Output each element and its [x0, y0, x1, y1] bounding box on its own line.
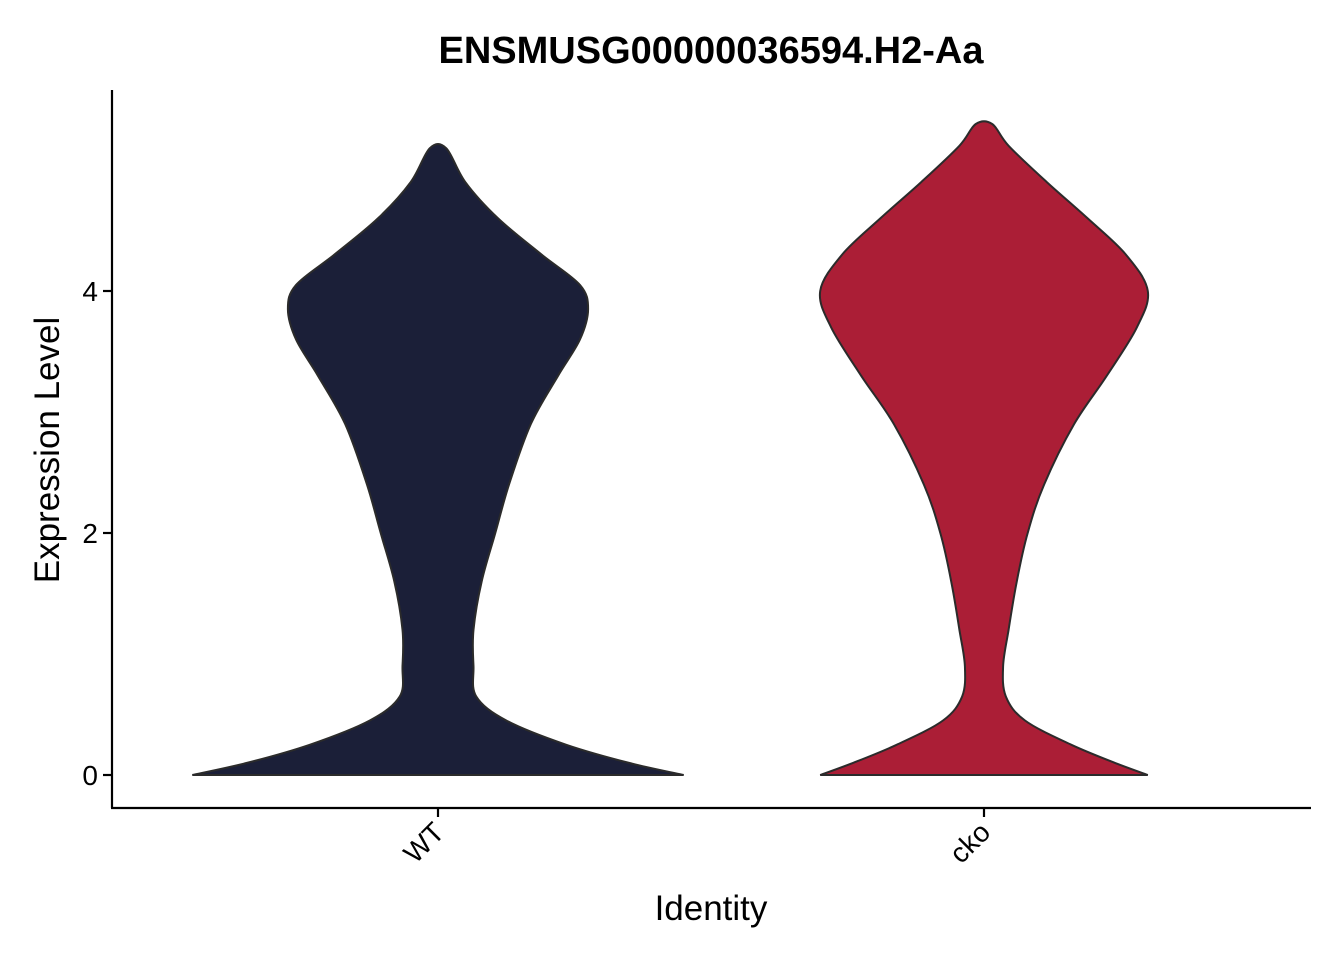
y-tick-label: 0 [82, 760, 98, 791]
x-axis-title: Identity [655, 889, 768, 928]
x-axis-ticks: WT cko [398, 808, 997, 869]
y-axis-title: Expression Level [28, 317, 67, 584]
x-tick-label-wt: WT [398, 816, 451, 869]
violin-cko [818, 120, 1150, 776]
violin-group [192, 120, 1150, 776]
violin-wt [192, 143, 684, 776]
x-tick-label-cko: cko [944, 816, 997, 869]
y-tick-label: 4 [82, 276, 98, 307]
y-tick-label: 2 [82, 518, 98, 549]
chart-title: ENSMUSG00000036594.H2-Aa [439, 30, 985, 72]
y-axis-ticks: 0 2 4 [82, 276, 112, 791]
